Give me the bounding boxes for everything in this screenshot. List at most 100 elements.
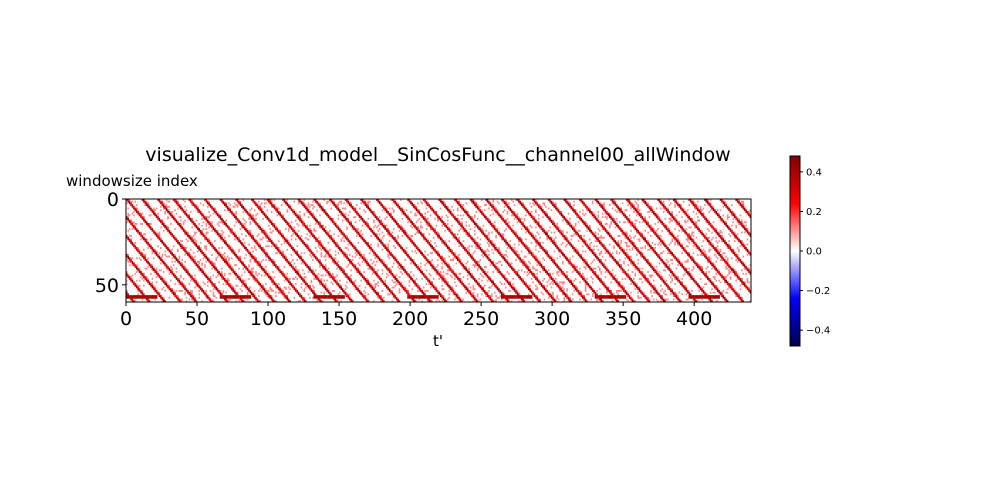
- heatmap-cell: [331, 238, 334, 241]
- heatmap-cell: [286, 248, 289, 251]
- heatmap-cell: [661, 204, 664, 207]
- heatmap-cell: [493, 224, 496, 227]
- heatmap-cell: [654, 243, 656, 246]
- heatmap-cell: [306, 243, 308, 246]
- heatmap-cell: [608, 233, 611, 236]
- heatmap-cell: [729, 248, 732, 251]
- heatmap-cell: [652, 212, 655, 215]
- heatmap-cell: [228, 262, 230, 265]
- heatmap-cell: [306, 245, 308, 248]
- heatmap-cell: [175, 257, 178, 260]
- heatmap-cell: [662, 243, 665, 246]
- heatmap-cell: [407, 253, 409, 256]
- heatmap-cell: [502, 217, 504, 220]
- heatmap-cell: [249, 253, 252, 256]
- heatmap-cell: [483, 252, 486, 255]
- heatmap-cell: [667, 207, 669, 210]
- heatmap-cell: [564, 199, 567, 201]
- heatmap-cell: [640, 233, 642, 236]
- heatmap-cell: [429, 243, 432, 246]
- heatmap-cell: [141, 236, 144, 239]
- heatmap-cell: [160, 226, 162, 229]
- heatmap-cell: [126, 221, 128, 224]
- heatmap-cell: [726, 257, 729, 260]
- heatmap-cell: [465, 231, 468, 234]
- heatmap-cell: [383, 224, 385, 227]
- heatmap-cell: [454, 233, 456, 236]
- heatmap-cell: [380, 202, 382, 205]
- heatmap-cell: [204, 235, 206, 237]
- heatmap-cell: [706, 236, 709, 239]
- heatmap-cell: [708, 259, 710, 261]
- heatmap-cell: [643, 255, 645, 258]
- heatmap-cell: [421, 216, 424, 219]
- heatmap-cell: [719, 229, 722, 232]
- heatmap-cell: [368, 243, 371, 246]
- heatmap-cell: [216, 250, 219, 253]
- heatmap-cell: [630, 240, 632, 243]
- heatmap-cell: [562, 219, 564, 222]
- heatmap-cell: [391, 236, 394, 239]
- heatmap-cell: [553, 240, 556, 243]
- heatmap-cell: [313, 217, 316, 220]
- heatmap-cell: [184, 200, 186, 203]
- heatmap-cell: [667, 260, 669, 263]
- heatmap-cell: [731, 231, 733, 234]
- heatmap-cell: [361, 200, 364, 203]
- heatmap-cell: [746, 211, 749, 213]
- heatmap-cell: [662, 200, 665, 203]
- heatmap-cell: [674, 199, 676, 201]
- heatmap-cell: [238, 199, 240, 201]
- heatmap-cell: [242, 223, 245, 225]
- heatmap-cell: [287, 243, 290, 246]
- heatmap-cell: [705, 233, 708, 236]
- heatmap-cell: [427, 241, 429, 244]
- heatmap-cell: [317, 204, 320, 207]
- heatmap-cell: [692, 257, 695, 260]
- heatmap-cell: [431, 245, 433, 248]
- heatmap-cell: [158, 231, 161, 234]
- heatmap-cell: [722, 219, 725, 222]
- heatmap-cell: [520, 240, 523, 243]
- heatmap-cell: [670, 259, 672, 261]
- heatmap-cell: [225, 260, 227, 263]
- heatmap-cell: [429, 245, 432, 248]
- heatmap-cell: [724, 200, 726, 203]
- heatmap-cell: [586, 260, 588, 263]
- heatmap-cell: [398, 224, 401, 227]
- heatmap-cell: [603, 205, 605, 208]
- heatmap-cell: [516, 233, 519, 236]
- heatmap-cell: [373, 250, 375, 253]
- heatmap-cell: [377, 224, 379, 227]
- heatmap-cell: [131, 212, 134, 215]
- heatmap-cell: [293, 262, 296, 265]
- heatmap-cell: [373, 221, 375, 224]
- heatmap-cell: [160, 217, 162, 220]
- heatmap-cell: [681, 216, 683, 219]
- heatmap-cell: [205, 238, 208, 241]
- heatmap-cell: [262, 250, 264, 253]
- heatmap-cell: [505, 202, 507, 205]
- heatmap-cell: [692, 245, 695, 248]
- heatmap-cell: [748, 211, 750, 213]
- heatmap-cell: [462, 207, 465, 210]
- heatmap-cell: [577, 235, 580, 237]
- heatmap-cell: [601, 260, 604, 263]
- heatmap-cell: [444, 241, 446, 244]
- heatmap-cell: [456, 217, 459, 220]
- heatmap-cell: [611, 200, 614, 203]
- heatmap-cell: [181, 209, 183, 212]
- heatmap-cell: [387, 229, 389, 232]
- heatmap-cell: [425, 202, 428, 205]
- heatmap-cell: [661, 240, 664, 243]
- heatmap-cell: [749, 250, 751, 253]
- heatmap-cell: [221, 221, 223, 224]
- heatmap-cell: [231, 212, 233, 215]
- heatmap-cell: [533, 199, 536, 201]
- heatmap-cell: [662, 240, 665, 243]
- heatmap-cell: [628, 200, 631, 203]
- heatmap-cell: [677, 257, 679, 260]
- heatmap-cell: [341, 252, 344, 255]
- heatmap-cell: [695, 224, 698, 227]
- heatmap-cell: [133, 262, 135, 265]
